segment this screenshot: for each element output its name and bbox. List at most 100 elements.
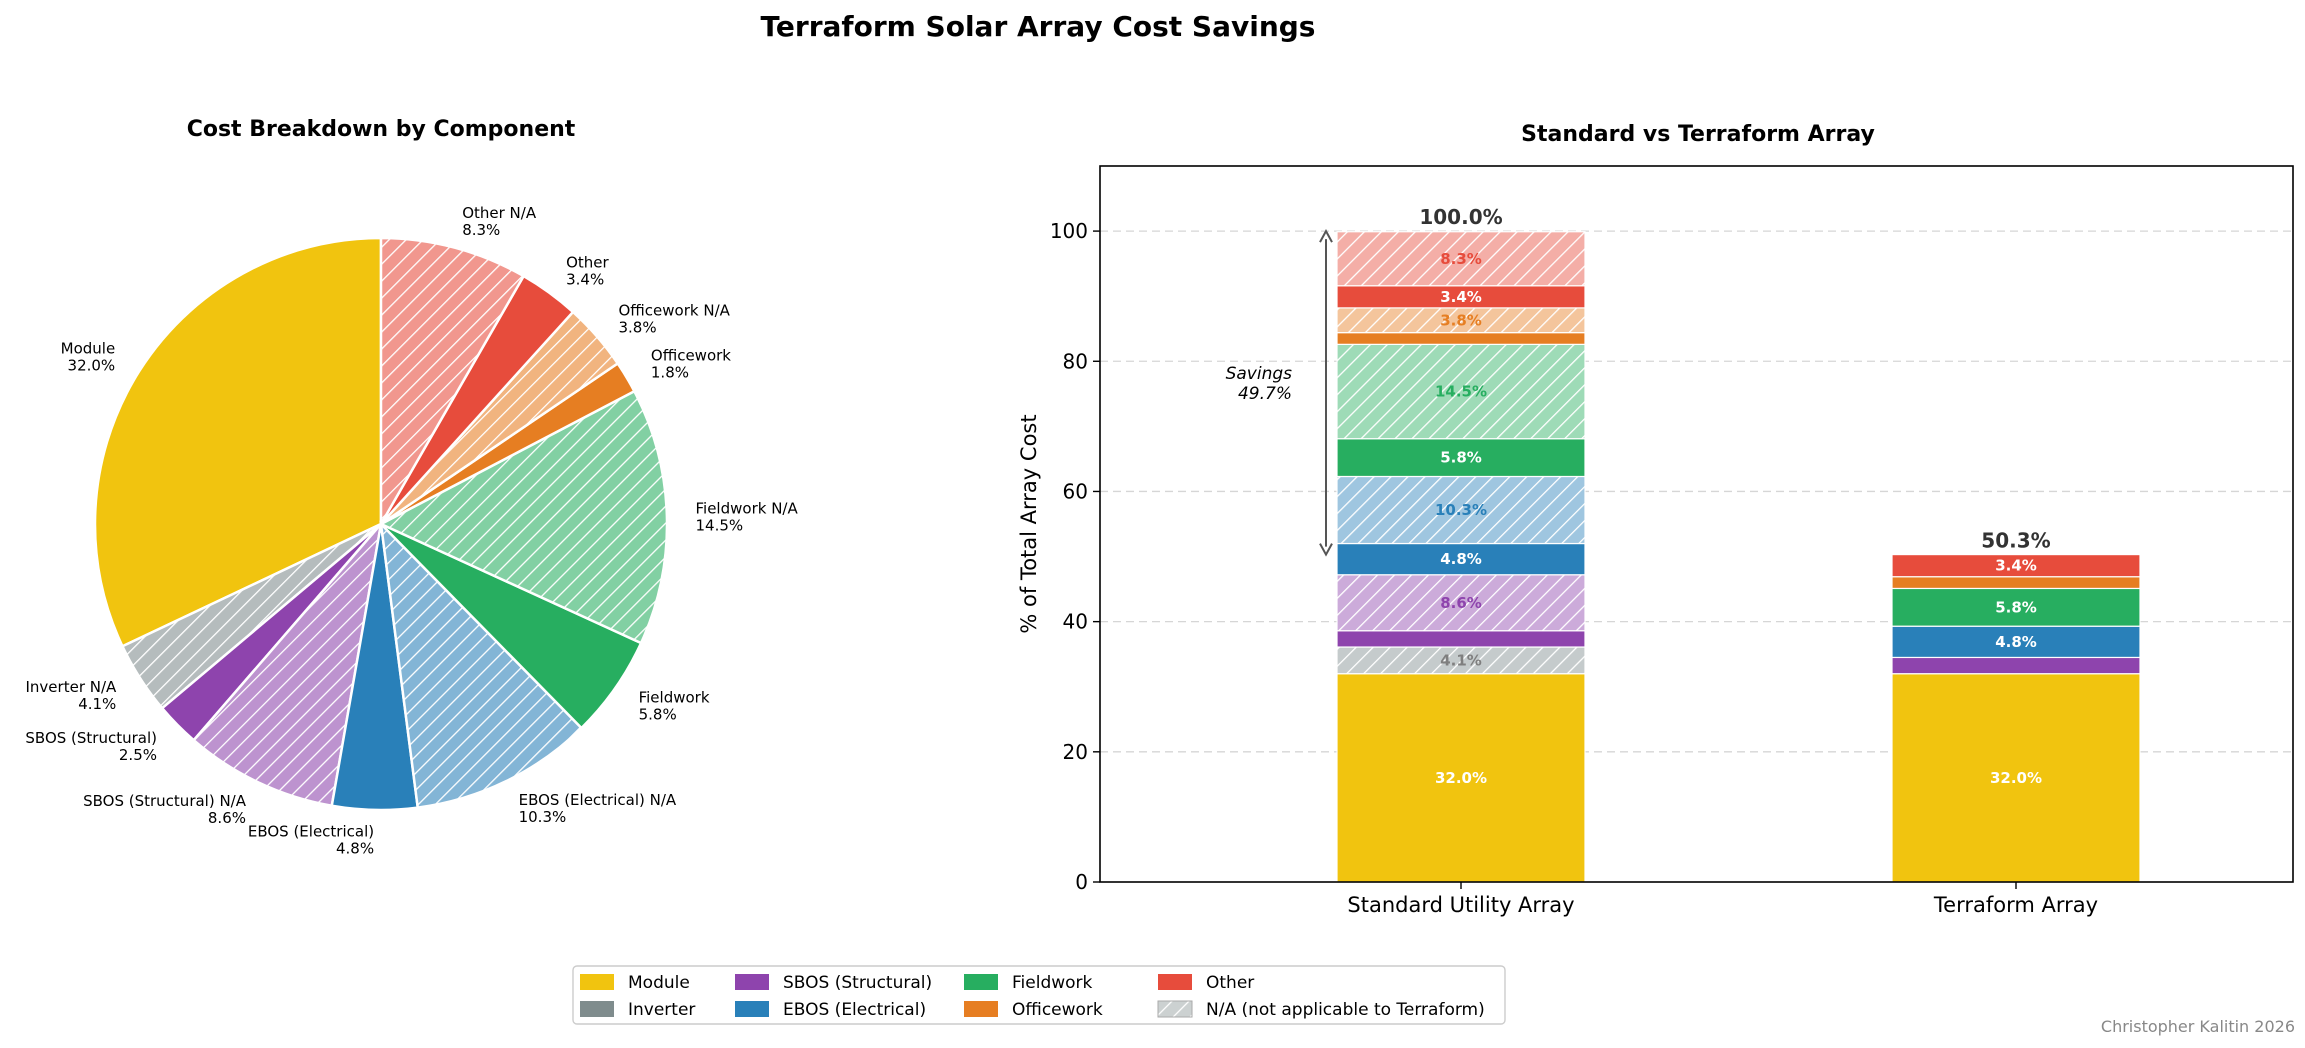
x-tick-label-standard-utility-array: Standard Utility Array <box>1347 893 1574 917</box>
bar-segment-standard-utility-array-officework <box>1336 332 1586 345</box>
legend: Module Inverter SBOS (Structural) EBOS (Ele… <box>572 965 1506 1025</box>
pie-label-module: Module <box>61 340 116 358</box>
savings-arrow-head-bottom <box>1319 543 1333 557</box>
savings-arrow-head-top <box>1319 229 1333 243</box>
y-axis-label: % of Total Array Cost <box>1017 414 1041 633</box>
legend-frame <box>572 965 1506 1025</box>
legend-label-n-a-not-applicable-to-terraform: N/A (not applicable to Terraform) <box>1206 1000 1485 1020</box>
pie-value-fieldwork: 5.8% <box>639 706 677 724</box>
bar-axes-frame <box>1099 165 2294 883</box>
pie-label-officework: Officework <box>651 346 731 364</box>
pie-slice-fieldwork-n-a <box>378 389 669 645</box>
pie-value-officework-n-a: 3.8% <box>619 319 657 337</box>
bar-label-standard-utility-array-fieldwork: 5.8% <box>1440 449 1482 467</box>
bar-label-standard-utility-array-other: 3.4% <box>1440 288 1482 306</box>
pie-slice-sbos-structural-n-a <box>191 519 384 808</box>
legend-swatch-officework <box>964 1001 998 1017</box>
pie-label-fieldwork-n-a: Fieldwork N/A <box>696 500 799 518</box>
legend-label-sbos-structural: SBOS (Structural) <box>783 973 932 993</box>
bar-label-terraform-array-ebos-electrical: 4.8% <box>1995 633 2037 651</box>
x-tick-label-terraform-array: Terraform Array <box>1933 893 2098 917</box>
legend-swatch-sbos-structural <box>735 974 769 990</box>
legend-label-other: Other <box>1206 973 1254 993</box>
pie-label-officework-n-a: Officework N/A <box>619 302 731 320</box>
bar-segment-standard-utility-array-officework-n-a <box>1336 307 1586 334</box>
pie-label-ebos-electrical: EBOS (Electrical) <box>248 823 374 841</box>
pie-value-inverter-n-a: 4.1% <box>78 695 116 713</box>
bar-segment-labels: 32.0% 4.1% 8.6% 4.8% 10.3% 5.8% 14.5% 3.8% 3.4% 8… <box>1419 205 2050 787</box>
bar-chart: Standard vs Terraform Array 32.0% 4.1% 8.6… <box>1017 122 2294 917</box>
bar-label-standard-utility-array-module: 32.0% <box>1435 769 1487 787</box>
bar-segment-terraform-array-sbos-structural <box>1891 656 2141 675</box>
pie-value-other: 3.4% <box>566 271 604 289</box>
bar-segment-terraform-array-officework <box>1891 576 2141 590</box>
credit-text: Christopher Kalitin 2026 <box>2101 1017 2295 1036</box>
y-tick-label-100: 100 <box>1050 219 1088 243</box>
pie-slices <box>93 236 669 812</box>
legend-swatch-other <box>1158 974 1192 990</box>
legend-swatch-ebos-electrical <box>735 1001 769 1017</box>
bar-segment-standard-utility-array-fieldwork <box>1336 438 1586 478</box>
bar-segment-standard-utility-array-fieldwork-n-a <box>1336 343 1586 440</box>
pie-label-sbos-structural-n-a: SBOS (Structural) N/A <box>83 792 247 810</box>
bar-label-standard-utility-array-other-n-a: 8.3% <box>1440 250 1482 268</box>
bar-label-standard-utility-array-ebos-electrical-n-a: 10.3% <box>1435 501 1487 519</box>
pie-label-inverter-n-a: Inverter N/A <box>26 678 118 696</box>
bar-label-terraform-array-module: 32.0% <box>1990 769 2042 787</box>
savings-annotation-value: 49.7% <box>1238 384 1292 404</box>
pie-value-fieldwork-n-a: 14.5% <box>696 517 744 535</box>
bar-segment-terraform-array-fieldwork <box>1891 587 2141 627</box>
bar-label-standard-utility-array-fieldwork-n-a: 14.5% <box>1435 383 1487 401</box>
bar-segment-terraform-array-other <box>1891 553 2141 578</box>
pie-value-module: 32.0% <box>68 357 116 375</box>
y-tick-label-20: 20 <box>1063 740 1088 764</box>
pie-label-other-n-a: Other N/A <box>462 204 537 222</box>
bar-label-standard-utility-array-inverter-n-a: 4.1% <box>1440 651 1482 669</box>
legend-swatch-n-a-not-applicable-to-terraform <box>1157 1000 1193 1018</box>
bar-segment-terraform-array-ebos-electrical <box>1891 625 2141 659</box>
y-tick-label-0: 0 <box>1075 870 1088 894</box>
pie-slice-ebos-electrical-n-a <box>379 520 584 810</box>
pie-label-fieldwork: Fieldwork <box>639 689 710 707</box>
pie-slice-module <box>93 236 383 648</box>
y-tick-label-80: 80 <box>1063 349 1088 373</box>
pie-value-ebos-electrical: 4.8% <box>336 840 374 858</box>
legend-swatch-fieldwork <box>964 974 998 990</box>
bar-total-standard-utility-array: 100.0% <box>1419 205 1502 229</box>
bar-label-terraform-array-other: 3.4% <box>1995 557 2037 575</box>
pie-value-officework: 1.8% <box>651 363 689 381</box>
y-tick-label-40: 40 <box>1063 610 1088 634</box>
pie-label-ebos-electrical-n-a: EBOS (Electrical) N/A <box>519 791 677 809</box>
pie-value-sbos-structural-n-a: 8.6% <box>208 809 246 827</box>
bar-total-terraform-array: 50.3% <box>1981 529 2050 553</box>
legend-label-module: Module <box>628 973 690 993</box>
legend-label-inverter: Inverter <box>628 1000 695 1020</box>
pie-value-sbos-structural: 2.5% <box>119 746 157 764</box>
legend-items: Module Inverter SBOS (Structural) EBOS (Ele… <box>580 973 1485 1020</box>
pie-slice-other-n-a <box>379 236 526 529</box>
bar-segment-standard-utility-array-ebos-electrical-n-a <box>1336 475 1586 545</box>
bar-label-standard-utility-array-sbos-structural-n-a: 8.6% <box>1440 594 1482 612</box>
bar-label-standard-utility-array-officework-n-a: 3.8% <box>1440 311 1482 329</box>
legend-swatch-inverter <box>580 1001 614 1017</box>
y-tick-label-60: 60 <box>1063 479 1088 503</box>
bar-segments <box>1336 231 2141 883</box>
figure-title: Terraform Solar Array Cost Savings <box>761 10 1316 43</box>
savings-annotation-title: Savings <box>1226 364 1293 384</box>
x-axis-ticks: Standard Utility Array Terraform Array <box>1347 882 2098 917</box>
bar-segment-standard-utility-array-other-n-a <box>1336 231 1586 287</box>
legend-label-fieldwork: Fieldwork <box>1012 973 1093 993</box>
pie-label-sbos-structural: SBOS (Structural) <box>25 729 157 747</box>
bar-segment-standard-utility-array-sbos-structural-n-a <box>1336 574 1586 632</box>
pie-title: Cost Breakdown by Component <box>187 117 576 142</box>
pie-label-other: Other <box>566 254 609 272</box>
bar-segment-standard-utility-array-sbos-structural <box>1336 630 1586 648</box>
legend-swatch-module <box>580 974 614 990</box>
legend-label-ebos-electrical: EBOS (Electrical) <box>783 1000 926 1020</box>
legend-label-officework: Officework <box>1012 1000 1103 1020</box>
bar-label-standard-utility-array-ebos-electrical: 4.8% <box>1440 550 1482 568</box>
